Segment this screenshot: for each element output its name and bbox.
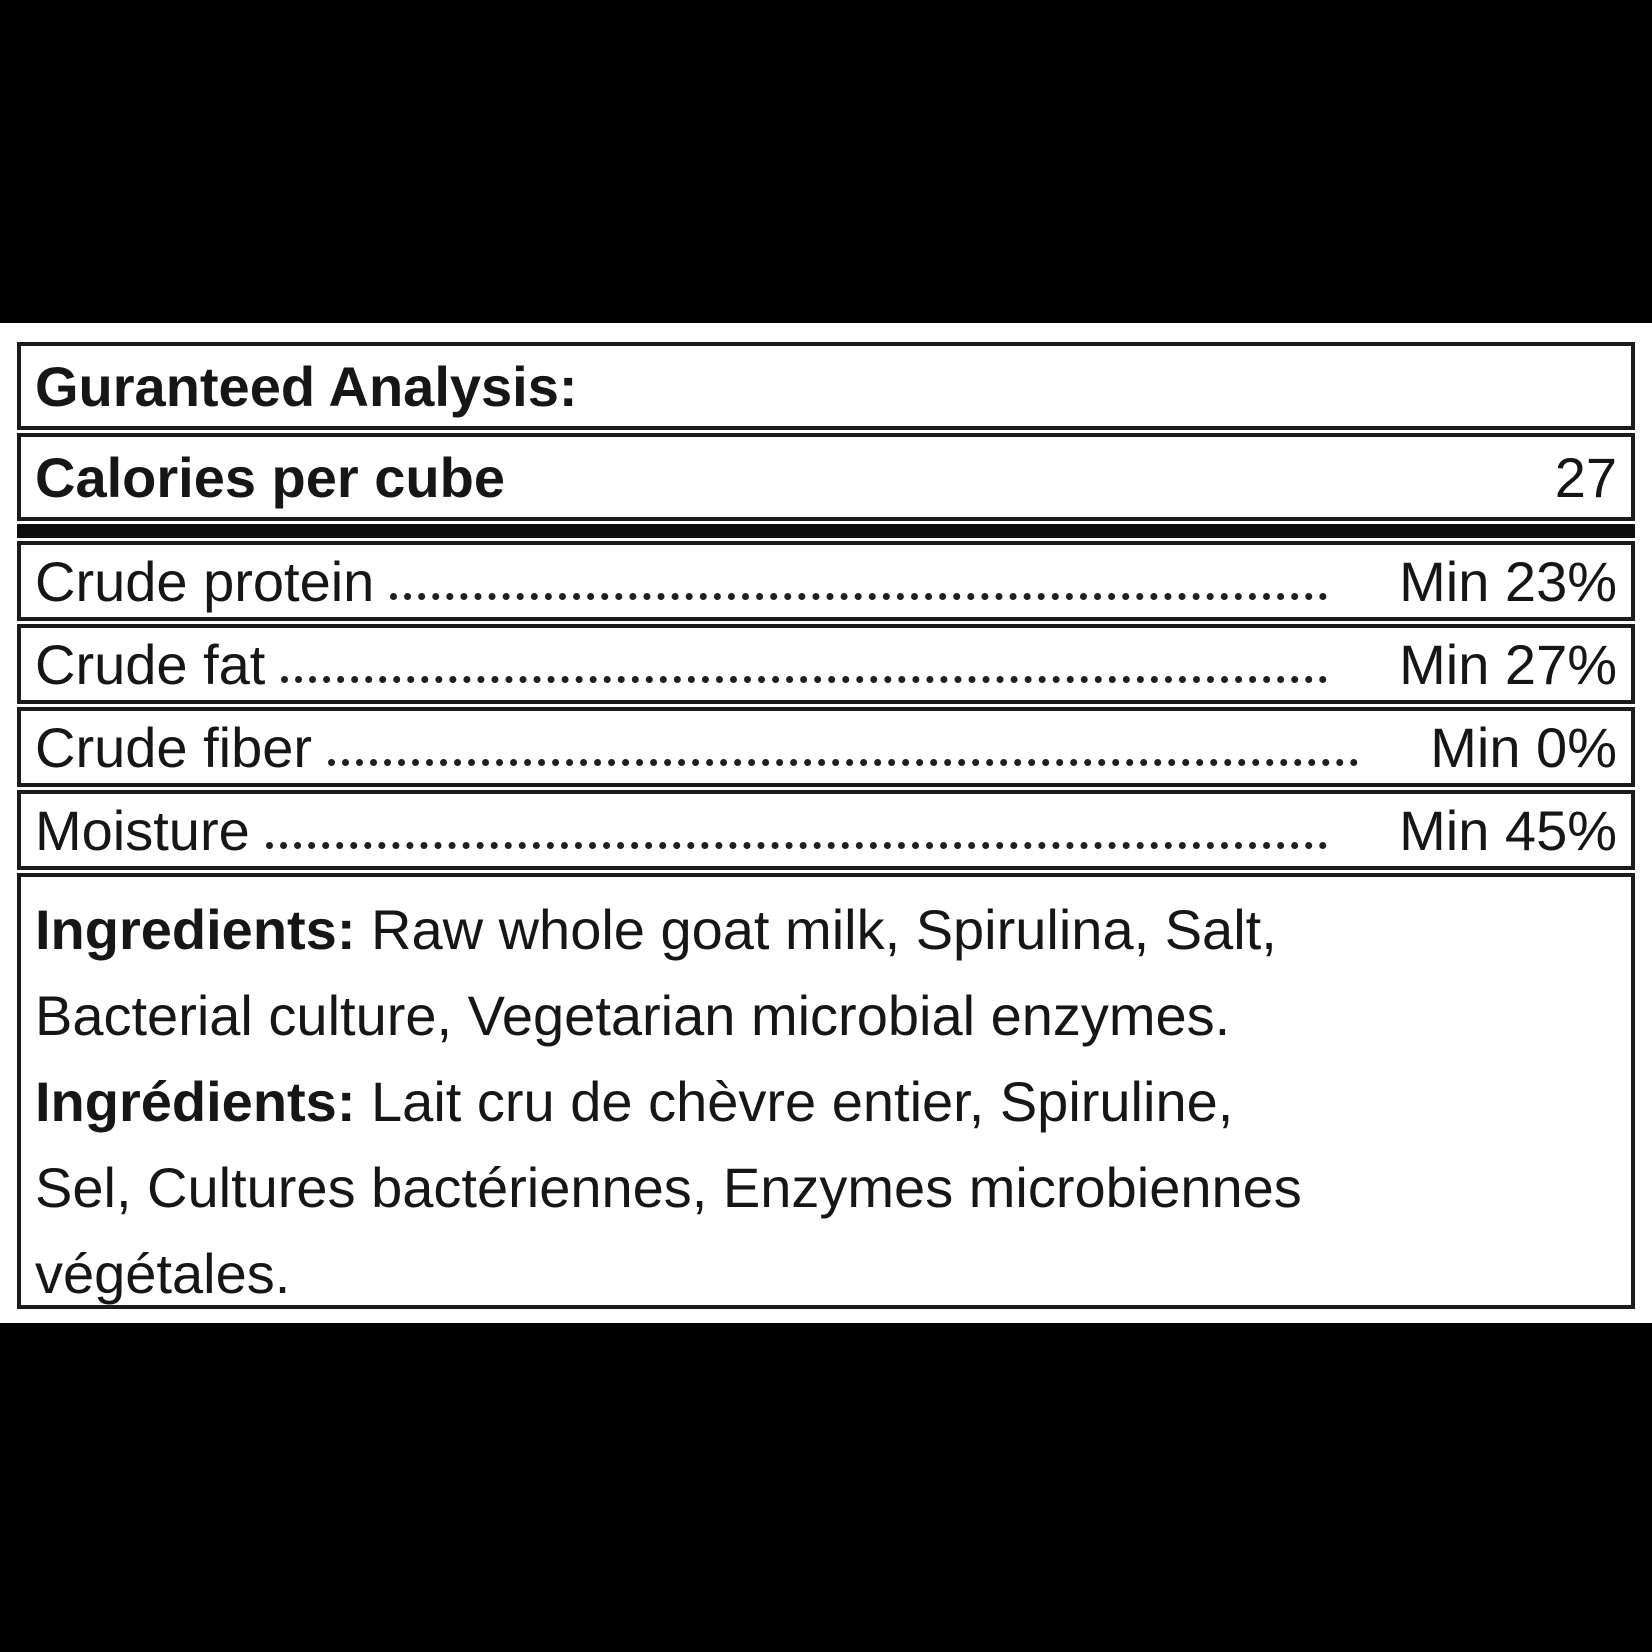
crude-protein-value: Min 23%	[1399, 549, 1617, 613]
ingredients-label-en: Ingredients:	[35, 898, 356, 961]
moisture-value: Min 45%	[1399, 798, 1617, 862]
crude-protein-row: Crude protein Min 23%	[17, 541, 1635, 621]
thick-divider	[17, 524, 1635, 538]
guaranteed-analysis-table: Guranteed Analysis: Calories per cube 27…	[17, 342, 1635, 1309]
label-panel: Guranteed Analysis: Calories per cube 27…	[0, 323, 1652, 1323]
calories-label: Calories per cube	[35, 445, 505, 509]
crude-fat-value: Min 27%	[1399, 632, 1617, 696]
ingredients-text: Lait cru de chèvre entier, Spiruline,	[355, 1070, 1234, 1133]
ingredients-label-fr: Ingrédients:	[35, 1070, 356, 1133]
calories-row: Calories per cube 27	[17, 433, 1635, 521]
dotted-leader	[265, 842, 1328, 849]
ingredients-line-fr-1: Ingrédients: Lait cru de chèvre entier, …	[35, 1059, 1617, 1145]
ingredients-text: Bacterial culture, Vegetarian microbial …	[35, 984, 1231, 1047]
table-title: Guranteed Analysis:	[35, 354, 578, 418]
moisture-row: Moisture Min 45%	[17, 790, 1635, 870]
moisture-label: Moisture	[35, 798, 250, 862]
dotted-leader	[390, 593, 1328, 600]
crude-fiber-label: Crude fiber	[35, 715, 313, 779]
ingredients-text: Raw whole goat milk, Spirulina, Salt,	[355, 898, 1277, 961]
ingredients-text: Sel, Cultures bactériennes, Enzymes micr…	[35, 1156, 1302, 1219]
ingredients-row: Ingredients: Raw whole goat milk, Spirul…	[17, 873, 1635, 1309]
crude-fiber-value: Min 0%	[1430, 715, 1617, 779]
crude-fat-label: Crude fat	[35, 632, 266, 696]
ingredients-text: végétales.	[35, 1242, 291, 1305]
ingredients-line-fr-2: Sel, Cultures bactériennes, Enzymes micr…	[35, 1145, 1617, 1231]
ingredients-line-en-2: Bacterial culture, Vegetarian microbial …	[35, 973, 1617, 1059]
calories-value: 27	[1554, 445, 1617, 509]
dotted-leader	[328, 759, 1359, 766]
crude-fat-row: Crude fat Min 27%	[17, 624, 1635, 704]
ingredients-line-en-1: Ingredients: Raw whole goat milk, Spirul…	[35, 887, 1617, 973]
crude-fiber-row: Crude fiber Min 0%	[17, 707, 1635, 787]
crude-protein-label: Crude protein	[35, 549, 375, 613]
table-header-row: Guranteed Analysis:	[17, 342, 1635, 430]
ingredients-line-fr-3: végétales.	[35, 1231, 1617, 1317]
dotted-leader	[281, 676, 1328, 683]
